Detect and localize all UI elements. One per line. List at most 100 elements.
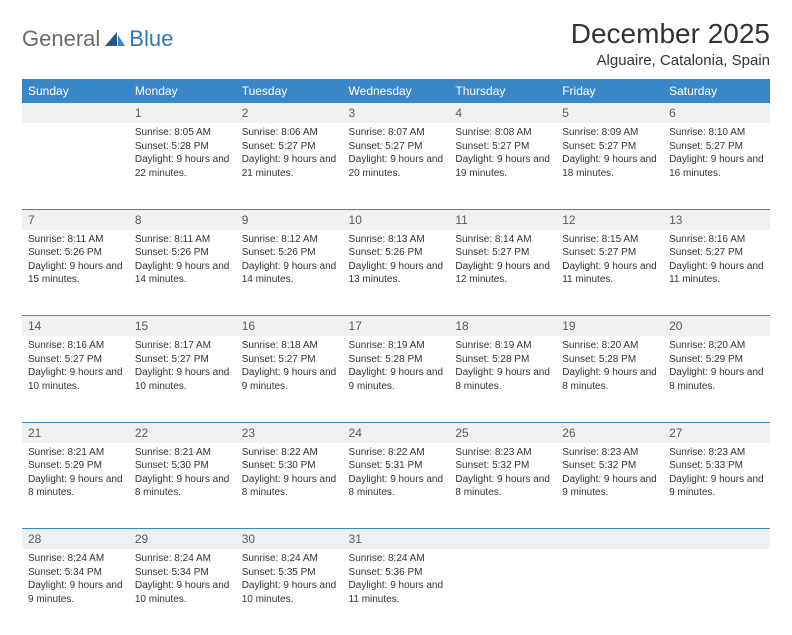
daylight-text: Daylight: 9 hours and 10 minutes. [242,579,337,606]
sunset-text: Sunset: 5:27 PM [242,353,337,367]
day-cell-content: Sunrise: 8:19 AMSunset: 5:28 PMDaylight:… [449,336,556,399]
day-number [556,529,663,550]
day-number [449,529,556,550]
day-cell-content [556,549,663,558]
day-cell-content [22,123,129,132]
daylight-text: Daylight: 9 hours and 12 minutes. [455,260,550,287]
sunset-text: Sunset: 5:32 PM [455,459,550,473]
day-cell-content: Sunrise: 8:14 AMSunset: 5:27 PMDaylight:… [449,230,556,293]
sunrise-text: Sunrise: 8:10 AM [669,126,764,140]
day-cell: Sunrise: 8:22 AMSunset: 5:31 PMDaylight:… [343,443,450,529]
sunset-text: Sunset: 5:32 PM [562,459,657,473]
sunrise-text: Sunrise: 8:20 AM [669,339,764,353]
day-number-row: 123456 [22,103,770,123]
day-cell: Sunrise: 8:24 AMSunset: 5:36 PMDaylight:… [343,549,450,635]
day-content-row: Sunrise: 8:11 AMSunset: 5:26 PMDaylight:… [22,230,770,316]
daylight-text: Daylight: 9 hours and 22 minutes. [135,153,230,180]
daylight-text: Daylight: 9 hours and 20 minutes. [349,153,444,180]
sunset-text: Sunset: 5:26 PM [349,246,444,260]
day-number [663,529,770,550]
daylight-text: Daylight: 9 hours and 11 minutes. [562,260,657,287]
sunset-text: Sunset: 5:30 PM [242,459,337,473]
day-cell: Sunrise: 8:11 AMSunset: 5:26 PMDaylight:… [22,230,129,316]
sunset-text: Sunset: 5:27 PM [28,353,123,367]
daylight-text: Daylight: 9 hours and 8 minutes. [242,473,337,500]
sunset-text: Sunset: 5:27 PM [669,246,764,260]
daylight-text: Daylight: 9 hours and 15 minutes. [28,260,123,287]
day-cell-content: Sunrise: 8:21 AMSunset: 5:30 PMDaylight:… [129,443,236,506]
day-number [22,103,129,123]
day-number: 7 [22,209,129,230]
day-cell-content [663,549,770,558]
day-content-row: Sunrise: 8:21 AMSunset: 5:29 PMDaylight:… [22,443,770,529]
sunrise-text: Sunrise: 8:19 AM [455,339,550,353]
day-number-row: 28293031 [22,529,770,550]
sunset-text: Sunset: 5:27 PM [242,140,337,154]
day-cell: Sunrise: 8:24 AMSunset: 5:35 PMDaylight:… [236,549,343,635]
day-cell-content: Sunrise: 8:16 AMSunset: 5:27 PMDaylight:… [663,230,770,293]
day-content-row: Sunrise: 8:05 AMSunset: 5:28 PMDaylight:… [22,123,770,209]
day-cell: Sunrise: 8:15 AMSunset: 5:27 PMDaylight:… [556,230,663,316]
day-number: 19 [556,316,663,337]
sunrise-text: Sunrise: 8:15 AM [562,233,657,247]
day-cell-content: Sunrise: 8:11 AMSunset: 5:26 PMDaylight:… [22,230,129,293]
sunrise-text: Sunrise: 8:23 AM [455,446,550,460]
weekday-header: Sunday [22,79,129,103]
day-cell: Sunrise: 8:16 AMSunset: 5:27 PMDaylight:… [663,230,770,316]
sunset-text: Sunset: 5:27 PM [562,140,657,154]
day-number: 27 [663,422,770,443]
day-cell-content: Sunrise: 8:21 AMSunset: 5:29 PMDaylight:… [22,443,129,506]
weekday-header: Thursday [449,79,556,103]
sunset-text: Sunset: 5:29 PM [28,459,123,473]
sunrise-text: Sunrise: 8:11 AM [135,233,230,247]
day-cell: Sunrise: 8:20 AMSunset: 5:29 PMDaylight:… [663,336,770,422]
day-number: 3 [343,103,450,123]
sunset-text: Sunset: 5:26 PM [242,246,337,260]
sunset-text: Sunset: 5:33 PM [669,459,764,473]
day-cell: Sunrise: 8:23 AMSunset: 5:33 PMDaylight:… [663,443,770,529]
day-cell-content: Sunrise: 8:19 AMSunset: 5:28 PMDaylight:… [343,336,450,399]
day-cell-content [449,549,556,558]
day-number: 24 [343,422,450,443]
daylight-text: Daylight: 9 hours and 11 minutes. [349,579,444,606]
sunrise-text: Sunrise: 8:20 AM [562,339,657,353]
day-number: 13 [663,209,770,230]
day-cell: Sunrise: 8:18 AMSunset: 5:27 PMDaylight:… [236,336,343,422]
day-number: 21 [22,422,129,443]
day-cell-content: Sunrise: 8:10 AMSunset: 5:27 PMDaylight:… [663,123,770,186]
day-cell [22,123,129,209]
sunrise-text: Sunrise: 8:24 AM [242,552,337,566]
day-number: 11 [449,209,556,230]
weekday-header: Saturday [663,79,770,103]
day-number: 31 [343,529,450,550]
daylight-text: Daylight: 9 hours and 9 minutes. [562,473,657,500]
day-cell: Sunrise: 8:07 AMSunset: 5:27 PMDaylight:… [343,123,450,209]
day-number: 29 [129,529,236,550]
sunset-text: Sunset: 5:35 PM [242,566,337,580]
day-content-row: Sunrise: 8:24 AM Sunset: 5:34 PM Daylight:… [22,549,770,635]
weekday-header-row: Sunday Monday Tuesday Wednesday Thursday… [22,79,770,103]
day-cell-content: Sunrise: 8:05 AMSunset: 5:28 PMDaylight:… [129,123,236,186]
day-cell-content: Sunrise: 8:16 AMSunset: 5:27 PMDaylight:… [22,336,129,399]
day-number-row: 21222324252627 [22,422,770,443]
day-cell-content: Sunrise: 8:11 AMSunset: 5:26 PMDaylight:… [129,230,236,293]
daylight-text: Daylight: 9 hours and 14 minutes. [242,260,337,287]
day-cell: Sunrise: 8:22 AMSunset: 5:30 PMDaylight:… [236,443,343,529]
sunset-text: Sunset: 5:27 PM [669,140,764,154]
day-cell [556,549,663,635]
daylight-text: Daylight: 9 hours and 8 minutes. [349,473,444,500]
sunset-text: Sunset: 5:28 PM [349,353,444,367]
daylight-text: Daylight: 9 hours and 10 minutes. [135,366,230,393]
sunrise-text: Sunrise: 8:23 AM [562,446,657,460]
day-number-row: 78910111213 [22,209,770,230]
day-cell: Sunrise: 8:10 AMSunset: 5:27 PMDaylight:… [663,123,770,209]
sunset-text: Sunset: 5:34 PM [28,566,123,580]
day-cell-content: Sunrise: 8:22 AMSunset: 5:31 PMDaylight:… [343,443,450,506]
sunset-text: Sunset: 5:27 PM [562,246,657,260]
daylight-text: Daylight: 9 hours and 14 minutes. [135,260,230,287]
day-number: 6 [663,103,770,123]
sunset-text: Sunset: 5:26 PM [28,246,123,260]
sunrise-text: Sunrise: 8:23 AM [669,446,764,460]
daylight-text: Daylight: 9 hours and 8 minutes. [28,473,123,500]
sunset-text: Sunset: 5:30 PM [135,459,230,473]
